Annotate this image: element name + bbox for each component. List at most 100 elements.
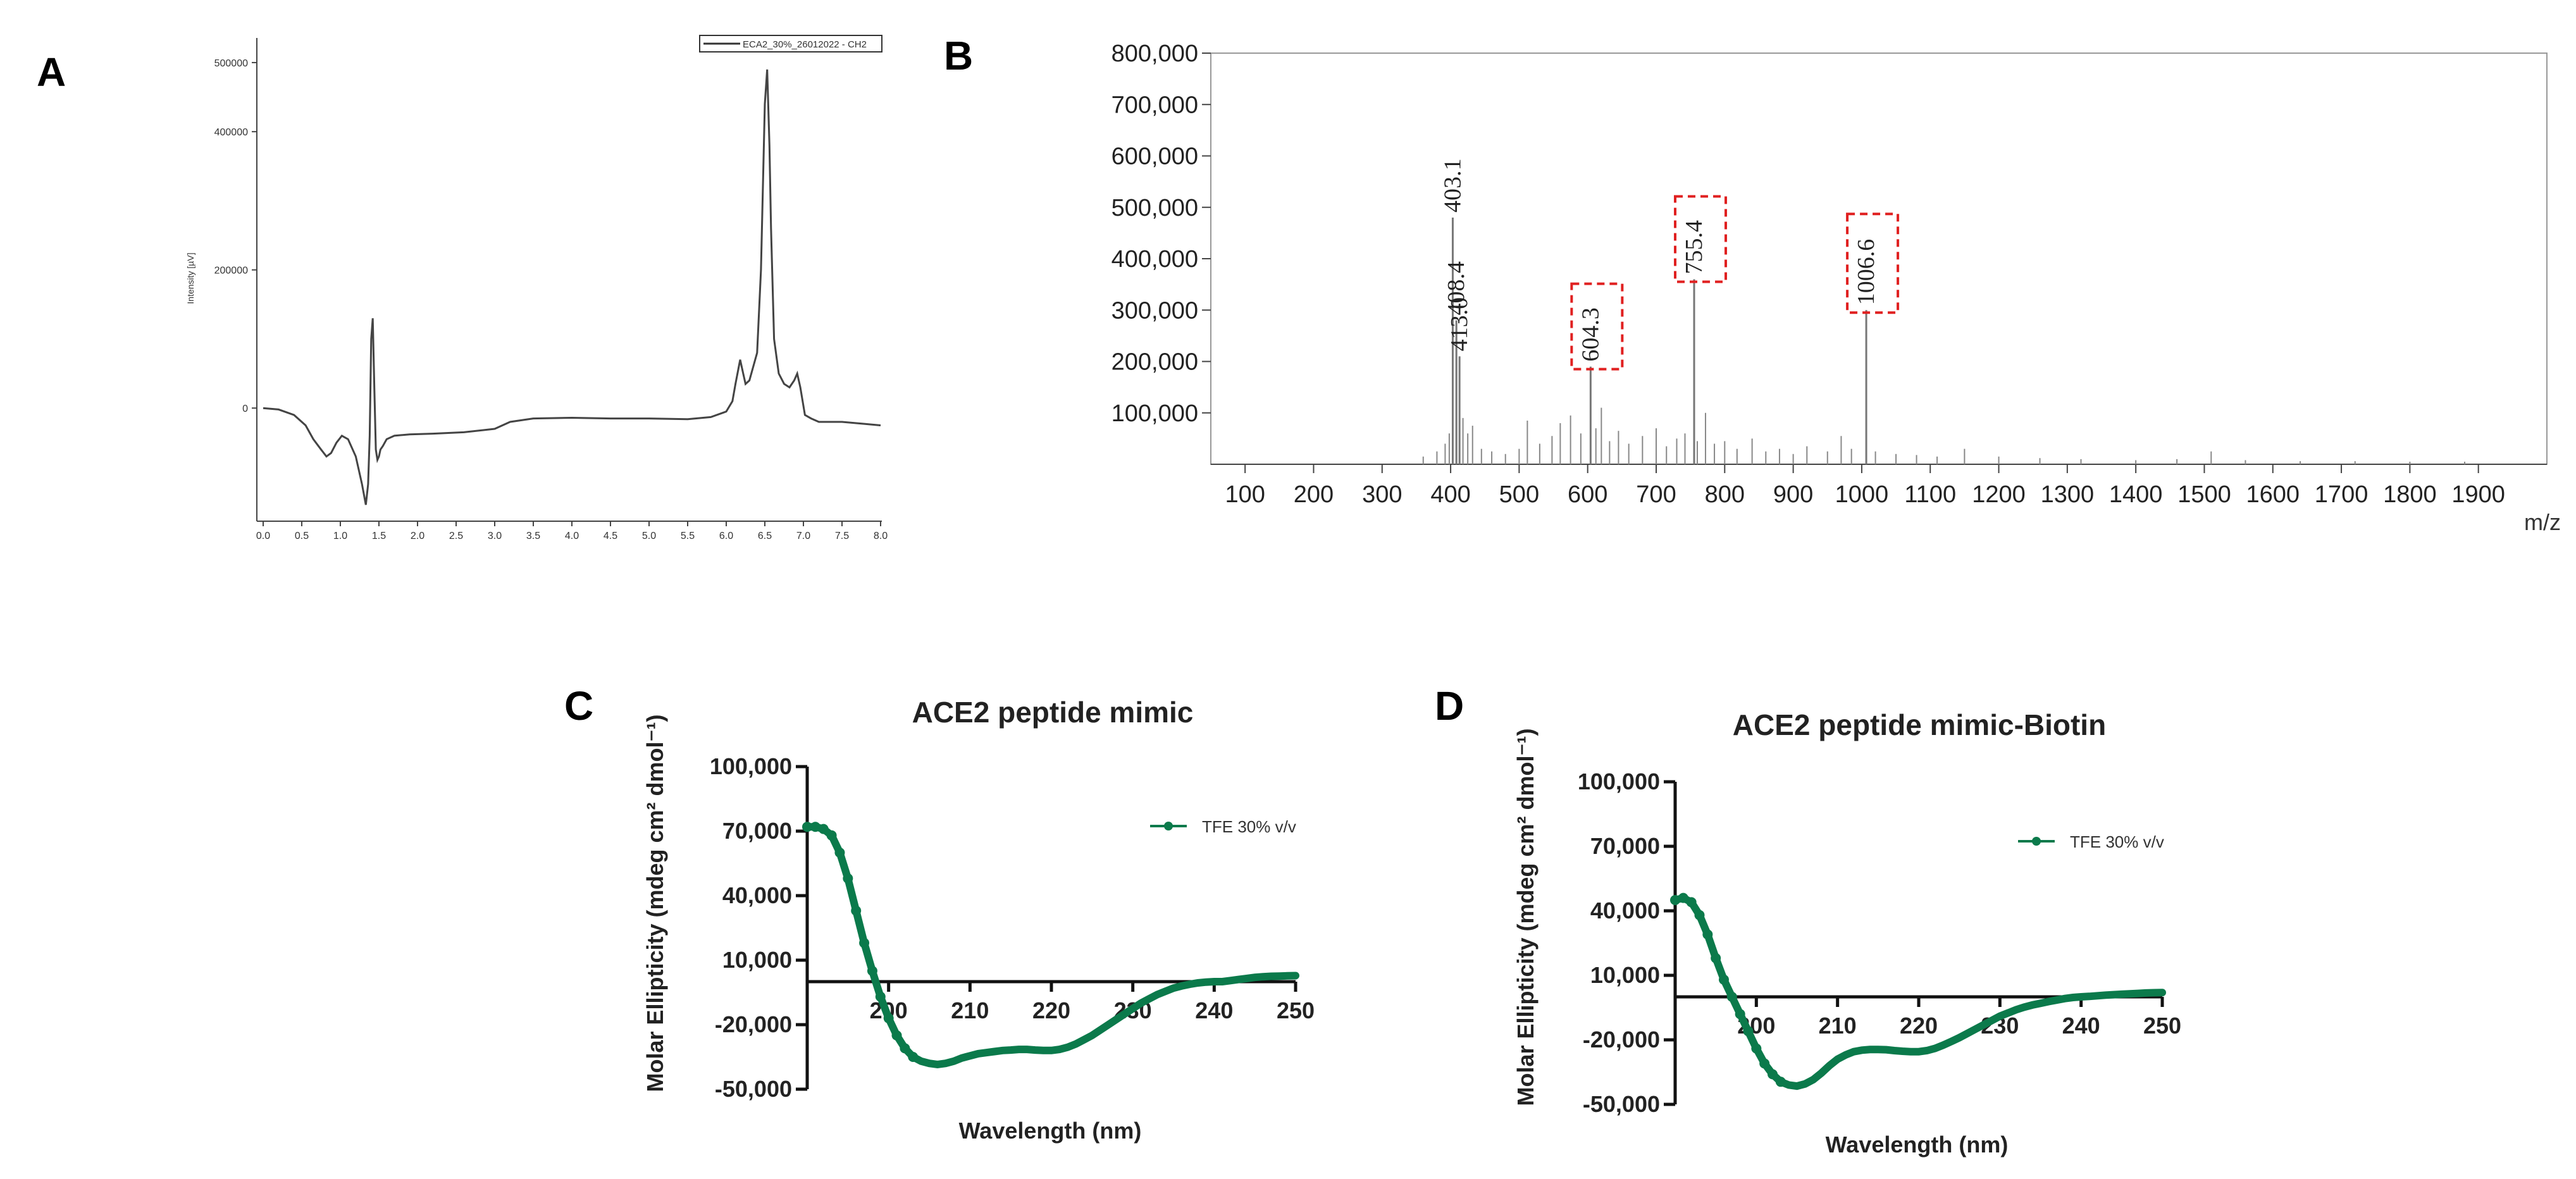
chart-a-xtick-label: 1.0 <box>333 531 347 541</box>
chart-c-data-point <box>818 824 829 834</box>
chart-a-xtick-label: 2.0 <box>411 531 424 541</box>
chart-c-xtick-label: 250 <box>1277 997 1315 1023</box>
chart-d-ytick-label: -20,000 <box>1583 1027 1660 1052</box>
chart-a-xtick-label: 3.5 <box>526 531 540 541</box>
chart-d-data-point <box>1678 892 1688 903</box>
chart-c-xtick-label: 210 <box>951 997 989 1023</box>
chart-c-xtick-label: 220 <box>1032 997 1070 1023</box>
chart-c: ACE2 peptide mimic 100,000 70,000 40,000 10… <box>642 696 1315 1144</box>
chart-b-xtick-label: 600 <box>1568 481 1607 508</box>
chart-b-highlight-box <box>1674 195 1728 283</box>
chart-b-xtick-label: 1800 <box>2383 481 2437 508</box>
chart-d-title: ACE2 peptide mimic-Biotin <box>1733 708 2106 741</box>
chart-b-xtick-label: 800 <box>1705 481 1745 508</box>
chart-d-ytick-label: 100,000 <box>1578 769 1660 794</box>
chart-c-data-point <box>875 991 886 1002</box>
chart-b-ytick-label: 200,000 <box>1112 349 1198 376</box>
chart-c-legend-label: TFE 30% v/v <box>1202 817 1296 836</box>
chart-d-data-point <box>1686 897 1697 908</box>
chart-a-legend: ECA2_30%_26012022 - CH2 <box>699 35 882 52</box>
chart-a-xtick-label: 2.5 <box>449 531 463 541</box>
chart-b-xtick-label: 1700 <box>2315 481 2369 508</box>
chart-b-peak-label: 1006.6 <box>1853 239 1879 306</box>
chart-d-data-point <box>1735 1009 1745 1020</box>
chart-b-xtick-label: 100 <box>1225 481 1265 508</box>
chart-b-peak-label: 755.4 <box>1681 220 1707 275</box>
chart-b-ytick-label: 600,000 <box>1112 144 1198 170</box>
chart-a-xtick-label: 7.5 <box>835 531 849 541</box>
chart-c-ytick-label: 10,000 <box>722 947 792 973</box>
chart-b-ytick-label: 700,000 <box>1112 92 1198 118</box>
chart-d-ytick-label: 40,000 <box>1590 898 1660 923</box>
chart-c-title: ACE2 peptide mimic <box>912 696 1194 729</box>
chart-d-data-point <box>1726 992 1737 1002</box>
chart-a-xtick-label: 3.0 <box>488 531 502 541</box>
chart-c-data-point <box>843 873 853 884</box>
chart-b-xtick-label: 200 <box>1294 481 1334 508</box>
chart-b-xtick-label: 1200 <box>1972 481 2026 508</box>
chart-a-ytick-label: 500000 <box>214 58 248 69</box>
chart-b-ytick-label: 300,000 <box>1112 297 1198 324</box>
chart-b-ytick-label: 500,000 <box>1112 195 1198 221</box>
chart-d-data-point <box>1711 953 1721 963</box>
chart-a-xtick-label: 4.0 <box>565 531 579 541</box>
chart-b-ytick-label: 400,000 <box>1112 246 1198 273</box>
chart-d-xlabel: Wavelength (nm) <box>1826 1132 2009 1157</box>
chart-a-xtick-label: 7.0 <box>796 531 810 541</box>
chart-d-xtick-label: 240 <box>2062 1013 2100 1039</box>
panel-label-d: D <box>1435 683 1464 729</box>
chart-c-legend: TFE 30% v/v <box>1150 817 1296 836</box>
chart-c-data-point <box>891 1030 902 1040</box>
chart-c-data-point <box>810 822 820 832</box>
chart-a-trace <box>263 69 881 505</box>
chart-b-xtick-label: 1900 <box>2451 481 2505 508</box>
chart-b-ytick-label: 100,000 <box>1112 400 1198 427</box>
chart-c-data-point <box>900 1043 910 1054</box>
chart-c-series-line <box>803 823 1299 1068</box>
chart-d-data-point <box>1768 1069 1778 1080</box>
chart-d-data-point <box>1694 910 1705 920</box>
chart-b-xtick-label: 1100 <box>1904 481 1956 508</box>
chart-a-xtick-label: 4.5 <box>604 531 617 541</box>
chart-c-data-point <box>851 905 862 916</box>
chart-a-xtick-label: 5.5 <box>681 531 695 541</box>
chart-b-peak-label: 408.4 <box>1443 261 1470 316</box>
chart-d-ylabel: Molar Ellipticity (mdeg cm² dmol⁻¹) <box>1513 728 1539 1106</box>
chart-a-ytick-label: 200000 <box>214 266 248 276</box>
chart-c-data-point <box>859 937 870 948</box>
chart-c-ytick-label: 70,000 <box>722 818 792 844</box>
chart-d-ytick-label: 10,000 <box>1590 962 1660 988</box>
chart-b-peak-label: 413.0 <box>1446 297 1473 352</box>
chart-d-data-point <box>1775 1077 1786 1087</box>
chart-c-data-point <box>867 966 877 976</box>
panel-label-b: B <box>944 33 973 78</box>
chart-c-ytick-label: -50,000 <box>715 1076 792 1102</box>
chart-c-legend-marker <box>1164 822 1173 830</box>
chart-b-ytick-label: 800,000 <box>1112 40 1198 67</box>
chart-b-xtick-label: 1600 <box>2246 481 2300 508</box>
chart-c-data-point <box>883 1013 894 1023</box>
panel-label-c: C <box>564 683 593 729</box>
chart-b-peak-label: 604.3 <box>1577 307 1604 362</box>
chart-b-xtick-label: 1300 <box>2041 481 2095 508</box>
chart-d-data-point <box>1670 895 1680 905</box>
chart-b: 100,000 200,000 300,000 400,000 500,000 600,0… <box>1112 40 2561 535</box>
chart-a-xtick-label: 5.0 <box>642 531 656 541</box>
chart-b-xtick-label: 300 <box>1362 481 1402 508</box>
chart-c-ytick-label: 40,000 <box>722 882 792 908</box>
chart-c-xtick-label: 240 <box>1195 997 1233 1023</box>
chart-a-legend-label: ECA2_30%_26012022 - CH2 <box>743 39 867 50</box>
chart-d-xtick-label: 220 <box>1900 1013 1938 1039</box>
chart-d-ytick-label: -50,000 <box>1583 1091 1660 1117</box>
chart-b-xtick-label: 400 <box>1430 481 1470 508</box>
chart-a-ytick-label: 0 <box>242 404 248 414</box>
chart-c-data-point <box>834 848 845 858</box>
chart-b-xtick-label: 900 <box>1773 481 1813 508</box>
chart-d-xtick-label: 250 <box>2143 1013 2181 1039</box>
chart-b-xtick-label: 500 <box>1499 481 1539 508</box>
chart-a-xtick-label: 8.0 <box>874 531 888 541</box>
chart-d-data-point <box>1759 1058 1770 1069</box>
chart-b-highlight-box <box>1570 282 1624 371</box>
chart-d-data-point <box>1702 929 1713 940</box>
